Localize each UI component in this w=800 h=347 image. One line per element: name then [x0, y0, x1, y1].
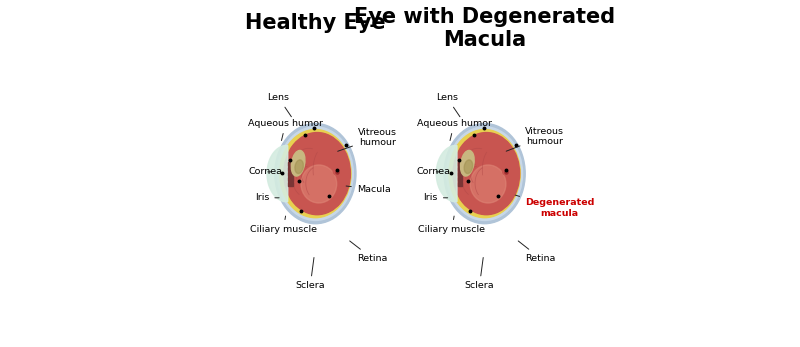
Bar: [288, 167, 293, 171]
Text: Iris: Iris: [423, 193, 448, 202]
Bar: [458, 172, 462, 176]
Text: Ciliary muscle: Ciliary muscle: [418, 216, 486, 234]
Polygon shape: [436, 146, 457, 202]
Ellipse shape: [291, 151, 305, 176]
Text: Lens: Lens: [267, 93, 291, 117]
Ellipse shape: [444, 124, 526, 224]
Text: Sclera: Sclera: [465, 257, 494, 290]
Ellipse shape: [453, 133, 520, 215]
Text: Healthy Eye: Healthy Eye: [245, 14, 386, 33]
Text: Vitreous
humour: Vitreous humour: [506, 127, 564, 151]
Ellipse shape: [502, 169, 510, 175]
Text: Retina: Retina: [350, 241, 387, 263]
Text: Degenerated
macula: Degenerated macula: [515, 195, 594, 218]
Bar: [288, 172, 293, 176]
Ellipse shape: [278, 127, 354, 220]
Ellipse shape: [449, 129, 520, 218]
Ellipse shape: [284, 133, 350, 215]
Bar: [458, 167, 462, 171]
Ellipse shape: [446, 127, 522, 220]
Text: Ciliary muscle: Ciliary muscle: [250, 216, 317, 234]
Bar: [458, 162, 462, 166]
Bar: [288, 162, 293, 166]
Text: Vitreous
humour: Vitreous humour: [338, 128, 397, 151]
Polygon shape: [267, 146, 288, 202]
Text: Aqueous humor: Aqueous humor: [417, 119, 491, 141]
Bar: [288, 182, 293, 186]
Ellipse shape: [461, 151, 474, 176]
Ellipse shape: [301, 165, 337, 203]
Text: Cornea: Cornea: [417, 167, 450, 176]
Text: Aqueous humor: Aqueous humor: [248, 119, 323, 141]
Text: Lens: Lens: [436, 93, 460, 117]
Bar: [458, 177, 462, 181]
Ellipse shape: [295, 160, 303, 174]
Ellipse shape: [464, 160, 473, 174]
Ellipse shape: [470, 165, 506, 203]
Text: Eye with Degenerated
Macula: Eye with Degenerated Macula: [354, 7, 615, 50]
Text: Macula: Macula: [346, 185, 390, 194]
Ellipse shape: [280, 129, 351, 218]
Bar: [288, 177, 293, 181]
Text: Cornea: Cornea: [248, 167, 282, 176]
Ellipse shape: [334, 169, 341, 175]
Bar: [458, 182, 462, 186]
Ellipse shape: [274, 124, 356, 224]
Text: Retina: Retina: [518, 241, 555, 263]
Text: Sclera: Sclera: [295, 257, 325, 290]
Text: Iris: Iris: [255, 193, 279, 202]
